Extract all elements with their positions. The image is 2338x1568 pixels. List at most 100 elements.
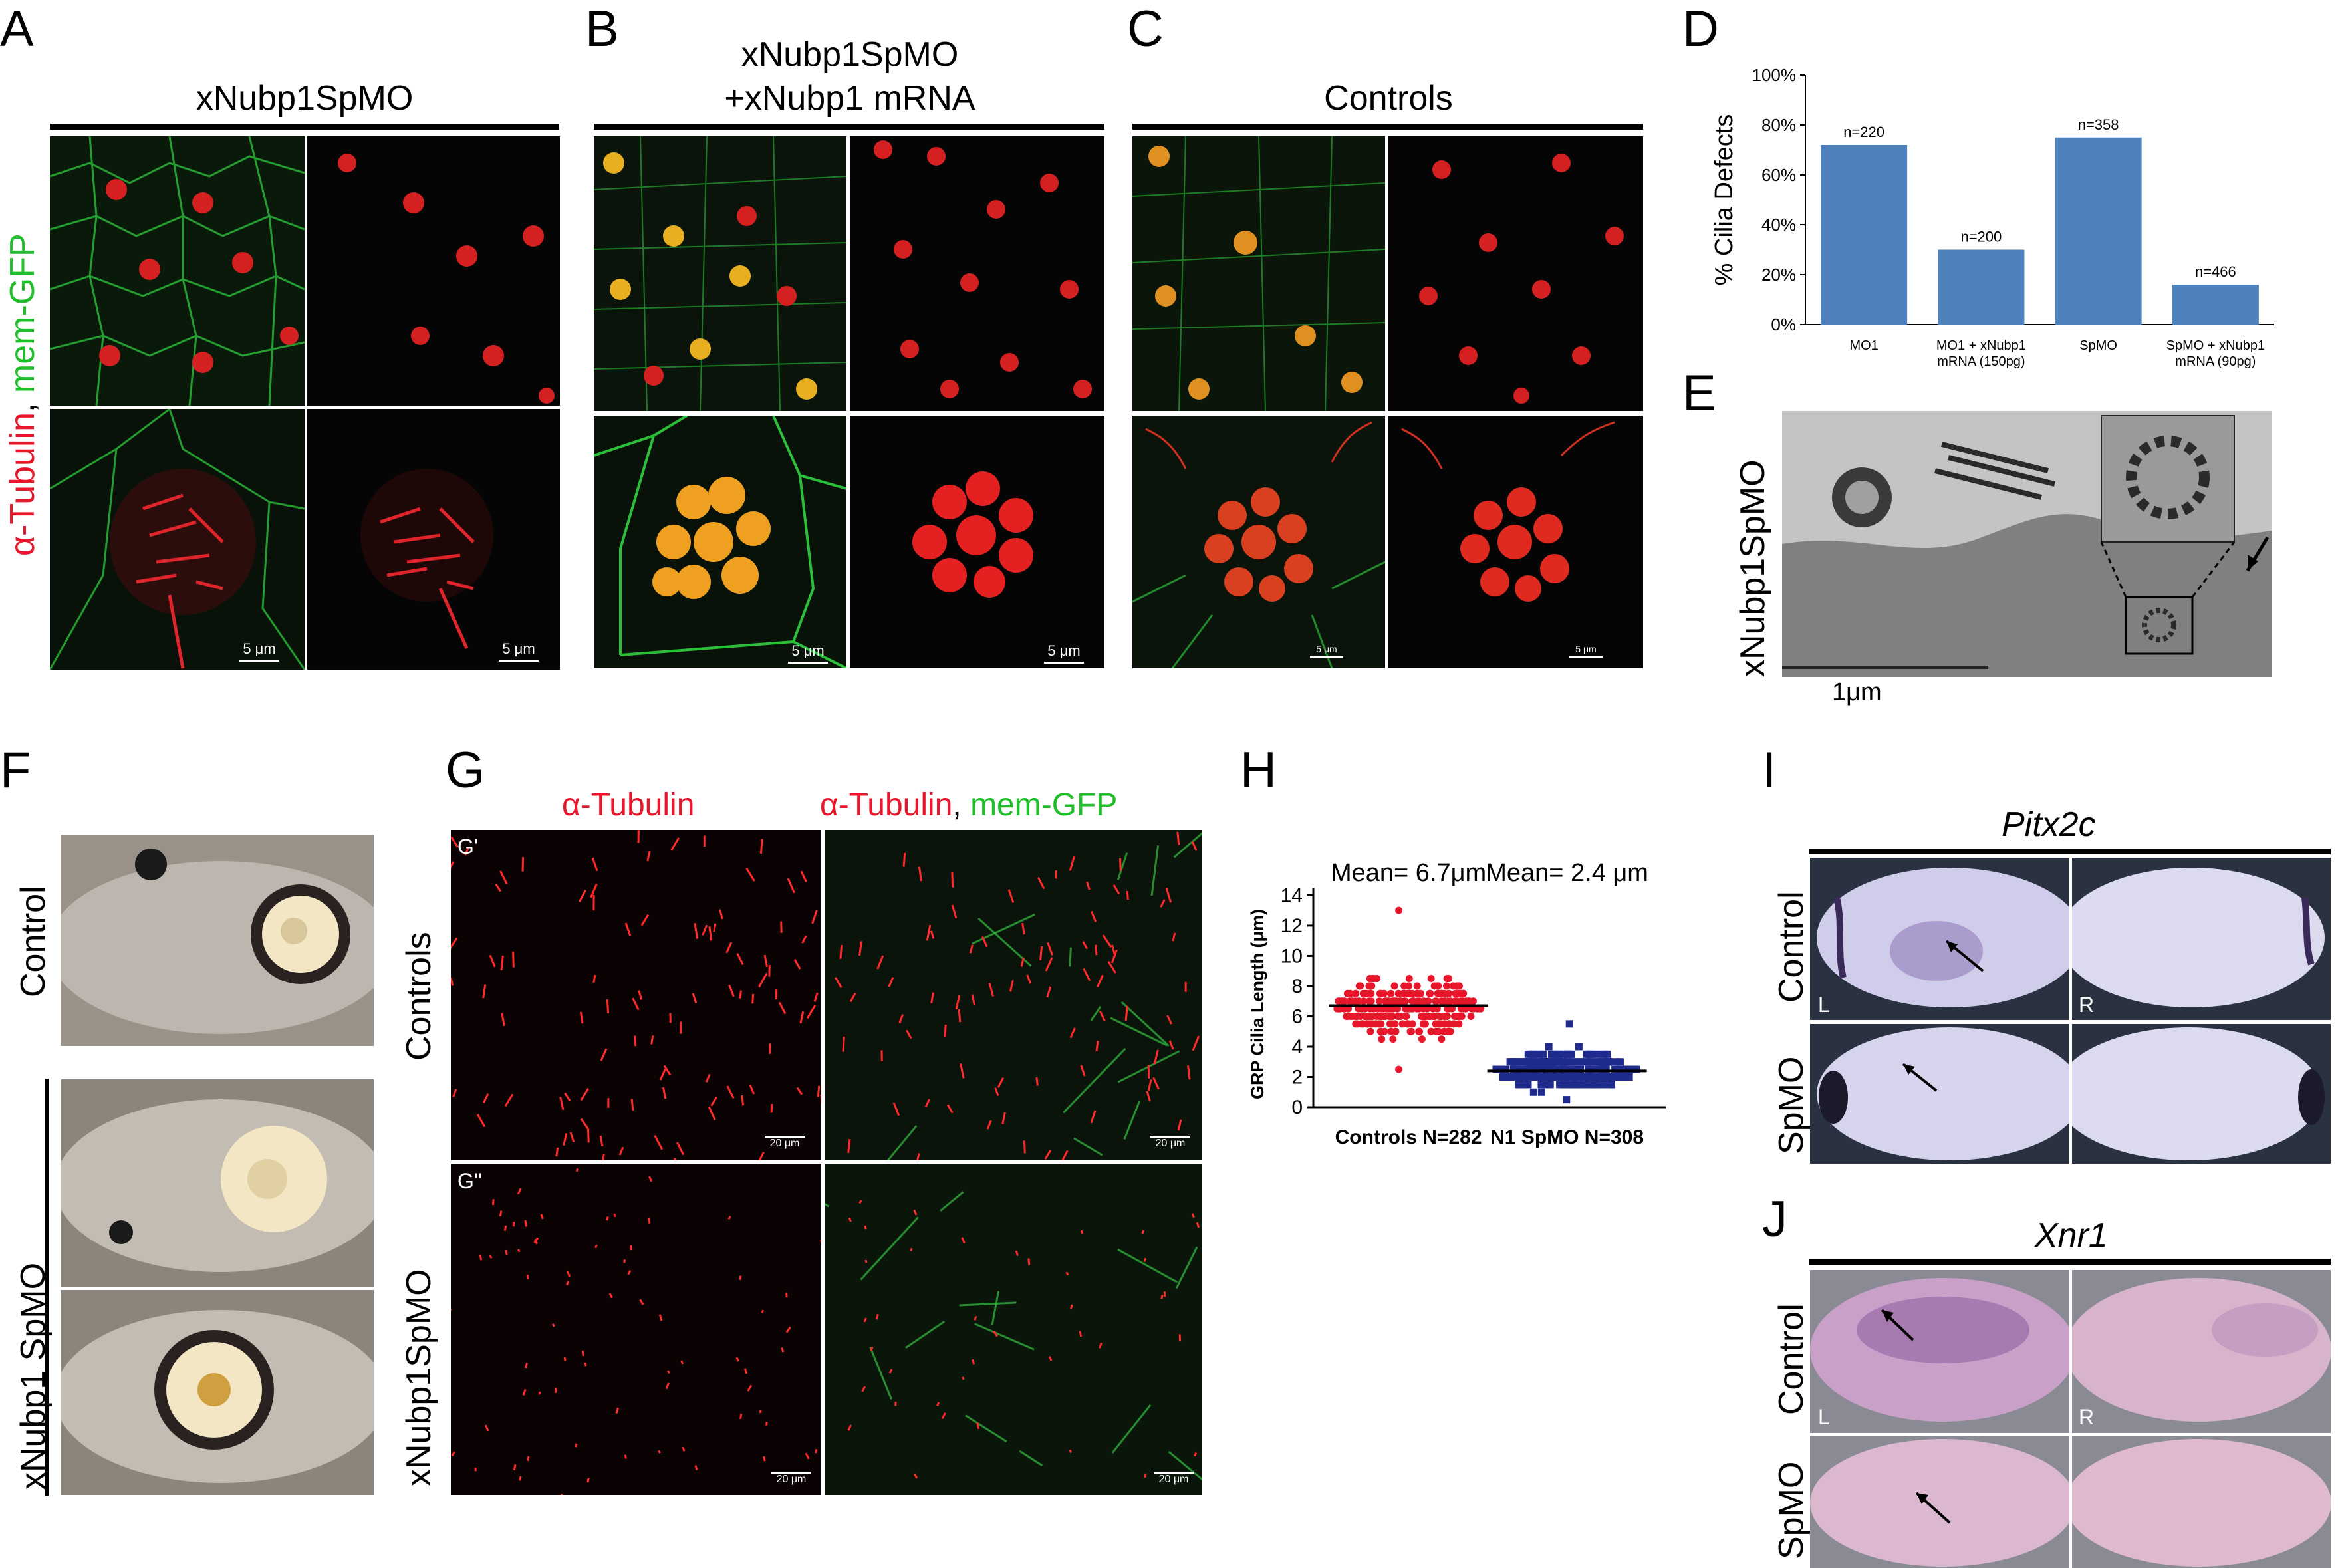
cilium-mark	[728, 984, 735, 997]
chart-d-category-label: SpMO	[2079, 338, 2117, 353]
chart-h-group-label: N1 SpMO N=308	[1490, 1126, 1644, 1148]
cilium-mark	[958, 1009, 962, 1023]
cilium-mark	[608, 1293, 613, 1299]
chart-h-point	[1373, 975, 1381, 983]
chart-h-point	[1623, 1065, 1631, 1073]
cilium-mark	[918, 866, 923, 882]
chart-h-point	[1534, 1058, 1542, 1066]
cilium-mark	[976, 1422, 980, 1430]
chart-h-point	[1499, 1073, 1507, 1081]
cilium-mark	[926, 924, 932, 941]
cilium-mark	[559, 1097, 565, 1111]
chart-h-point	[1529, 1088, 1537, 1096]
chart-h-point	[1601, 1058, 1609, 1066]
panel-letter-i: I	[1762, 742, 1777, 799]
cell-membrane-line	[905, 1320, 946, 1349]
cilium-mark	[495, 883, 502, 892]
cell-membrane-line	[1116, 852, 1128, 880]
panel-j-gene: Xnr1	[2035, 1216, 2108, 1255]
embryo-j-spmo-right	[2072, 1436, 2331, 1568]
cilium-mark	[666, 1370, 670, 1374]
cilium-mark	[1090, 1110, 1097, 1124]
cell-membrane-line	[977, 917, 1032, 967]
cilium-mark	[665, 1382, 670, 1390]
cilium-mark	[725, 942, 733, 954]
cilium-mark	[936, 1402, 940, 1407]
cilium-mark	[561, 1494, 563, 1495]
chart-d-bar	[1938, 249, 2025, 325]
cilium-mark	[930, 930, 935, 939]
cilium-mark	[1111, 944, 1116, 957]
cilium-mark	[759, 839, 763, 854]
cilium-mark	[663, 1065, 672, 1076]
chart-d-bar	[2055, 137, 2142, 325]
chart-h-point	[1524, 1050, 1532, 1058]
cilium-mark	[1039, 946, 1043, 960]
panel-letter-e: E	[1682, 365, 1716, 422]
cilium-mark	[591, 857, 598, 872]
scale-bar-a2: 5 μm	[499, 640, 539, 662]
cilium-mark	[599, 1135, 604, 1147]
cilium-mark	[483, 1093, 489, 1103]
cilium-mark	[842, 1036, 845, 1052]
cilium-mark	[778, 1001, 787, 1015]
cilium-mark	[864, 1225, 867, 1230]
chart-h-point	[1565, 1020, 1573, 1028]
cilium-mark	[708, 926, 713, 941]
chart-h-point	[1402, 1012, 1410, 1020]
cilium-mark	[815, 1448, 818, 1454]
panel-letter-c: C	[1127, 1, 1164, 57]
cilium-mark	[800, 870, 807, 882]
panel-e-side-label: xNubp1SpMO	[1734, 459, 1772, 677]
cilium-mark	[906, 1029, 912, 1039]
cilium-mark	[492, 1199, 495, 1206]
panel-g-col2-header: α-Tubulin, mem-GFP	[820, 787, 1118, 823]
cilium-mark	[1166, 1015, 1173, 1025]
cilium-mark	[551, 1323, 555, 1327]
chart-h-point	[1524, 1081, 1532, 1089]
cilium-mark	[451, 977, 454, 986]
cilium-mark	[1119, 858, 1122, 871]
chart-d-bar	[2172, 285, 2259, 325]
embryo-i-spmo-left	[1810, 1024, 2069, 1164]
chart-h-y-tick-label: 4	[1291, 1036, 1303, 1058]
panel-g-row2-label: xNubp1SpMO	[400, 1269, 438, 1486]
chart-h-point	[1608, 1081, 1616, 1089]
cilium-mark	[1102, 934, 1112, 948]
chart-h-point	[1517, 1058, 1525, 1066]
chart-d-y-axis-label: % Cilia Defects	[1710, 114, 1738, 286]
chart-h-point	[1347, 989, 1355, 997]
cilium-mark	[1080, 1230, 1084, 1234]
chart-h-point	[1357, 982, 1364, 990]
cilium-mark	[913, 1209, 918, 1216]
cilium-mark	[1146, 1091, 1151, 1102]
chart-h-point	[1389, 1035, 1397, 1043]
chart-h-point	[1515, 1065, 1523, 1073]
chart-h-point	[1457, 997, 1465, 1005]
chart-h-point	[1578, 1058, 1586, 1066]
scale-bar-g3: 20 μm	[771, 1470, 811, 1486]
chart-h-point	[1579, 1073, 1587, 1081]
cilium-mark	[650, 1035, 654, 1045]
cilium-mark	[913, 1473, 918, 1479]
panel-f-label-control: Control	[14, 886, 53, 997]
cilium-mark	[847, 1424, 852, 1431]
chart-h-point	[1400, 997, 1408, 1005]
cilium-mark	[479, 1255, 483, 1261]
cilium-mark	[735, 1357, 740, 1362]
scale-bar-g2: 20 μm	[1150, 1134, 1190, 1150]
chart-d-bar-label: n=200	[1960, 229, 2002, 245]
panel-c-title-bar	[1132, 124, 1643, 130]
panel-g-sub-label-2: G''	[457, 1169, 483, 1193]
cilium-mark	[662, 1087, 667, 1099]
cilium-mark	[1099, 1342, 1103, 1349]
chart-h-point	[1528, 1058, 1536, 1066]
micrograph-g-controls-merge	[825, 830, 1202, 1160]
chart-h-point	[1444, 997, 1452, 1005]
chart-h-point	[1351, 997, 1359, 1005]
cilium-mark	[910, 1247, 913, 1251]
cilium-mark	[615, 1407, 619, 1414]
cilium-mark	[563, 1133, 568, 1146]
cilium-mark	[785, 1326, 791, 1333]
chart-h-point	[1562, 1073, 1570, 1081]
